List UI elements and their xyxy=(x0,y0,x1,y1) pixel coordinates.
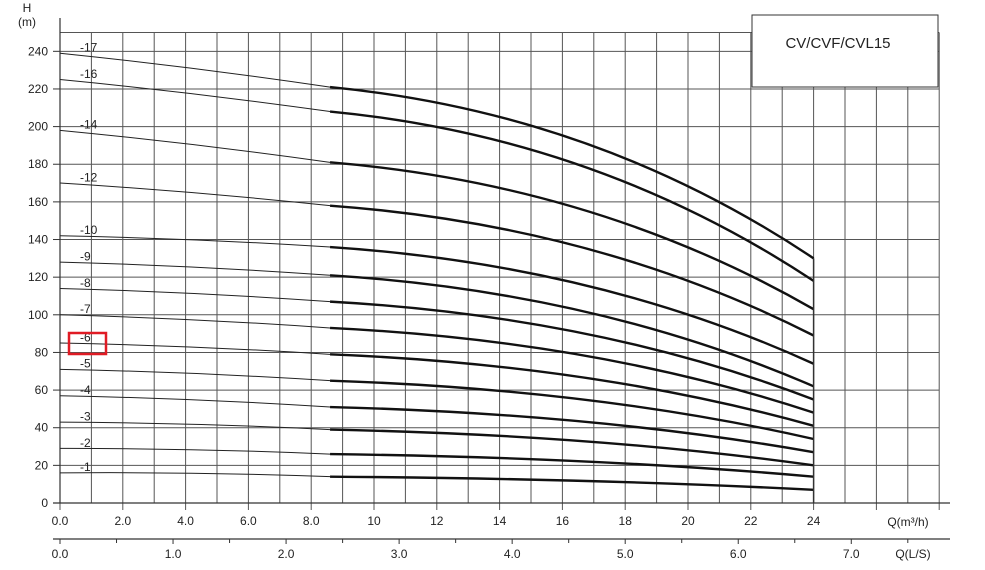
curve-label: -9 xyxy=(80,249,91,263)
y-tick-label: 20 xyxy=(35,458,49,472)
curve-label: -5 xyxy=(80,357,91,371)
y-tick-label: 220 xyxy=(28,82,48,96)
curve-thin--4 xyxy=(59,395,331,408)
x-tick-label: 12 xyxy=(430,514,444,528)
curve-thin--1 xyxy=(59,472,331,478)
curve-bold--1 xyxy=(330,475,814,492)
x2-tick-label: 7.0 xyxy=(843,547,860,561)
x-tick-label: 4.0 xyxy=(177,514,194,528)
x2-tick-label: 3.0 xyxy=(391,547,408,561)
curve-label: -14 xyxy=(80,118,98,132)
x-tick-label: 20 xyxy=(681,514,695,528)
y-tick-label: 100 xyxy=(28,308,48,322)
x-tick-label: 10 xyxy=(367,514,381,528)
title-box xyxy=(751,14,939,88)
curve-label: -17 xyxy=(80,41,98,55)
x2-tick-label: 2.0 xyxy=(278,547,295,561)
curve-bold--2 xyxy=(330,452,814,478)
x2-tick-label: 6.0 xyxy=(730,547,747,561)
x-tick-label: 22 xyxy=(744,514,758,528)
x-axis-title: Q(m³/h) xyxy=(887,515,928,529)
curve-bold--6 xyxy=(329,353,814,427)
curve-bold--12 xyxy=(329,204,815,337)
x-tick-label: 18 xyxy=(619,514,633,528)
x-tick-label: 16 xyxy=(556,514,570,528)
curve-thin--12 xyxy=(59,182,331,207)
curve-thin--3 xyxy=(59,421,331,431)
x-tick-label: 6.0 xyxy=(240,514,257,528)
curve-label: -12 xyxy=(80,170,98,184)
y-tick-label: 120 xyxy=(28,270,48,284)
x2-tick-label: 0.0 xyxy=(52,547,69,561)
curve-label: -2 xyxy=(80,436,91,450)
y-tick-label: 160 xyxy=(28,195,48,209)
curve-label: -7 xyxy=(80,302,91,316)
curve-thin--2 xyxy=(59,447,331,455)
chart-title: CV/CVF/CVL15 xyxy=(785,35,890,52)
x-tick-label: 0.0 xyxy=(52,514,69,528)
curve-bold--14 xyxy=(329,161,815,311)
y-tick-label: 200 xyxy=(28,120,48,134)
x-tick-label: 8.0 xyxy=(303,514,320,528)
x-tick-label: 14 xyxy=(493,514,507,528)
curve-bold--17 xyxy=(329,85,815,260)
curve-thin--8 xyxy=(59,287,331,303)
curve-bold--10 xyxy=(329,245,815,365)
curve-label: -6 xyxy=(80,330,91,344)
curve-thin--7 xyxy=(59,314,331,329)
x-tick-label: 2.0 xyxy=(114,514,131,528)
y-tick-label: 80 xyxy=(35,345,49,359)
curve-thin--9 xyxy=(59,261,331,276)
y-tick-label: 60 xyxy=(35,383,49,397)
x2-tick-label: 1.0 xyxy=(165,547,182,561)
y-tick-label: 40 xyxy=(35,421,49,435)
curve-label: -3 xyxy=(80,409,91,423)
curve-bold--7 xyxy=(329,326,814,414)
curve-thin--5 xyxy=(59,368,331,382)
curve-bold--3 xyxy=(330,428,814,467)
curve-label: -4 xyxy=(80,383,91,397)
curve-label: -16 xyxy=(80,67,98,81)
x-tick-label: 24 xyxy=(807,514,821,528)
axes: 0 20 40 60 80 100 120 140 160 180 200 220 240 0.0 2.0 4… xyxy=(28,18,950,561)
curve-thin--14 xyxy=(59,129,331,163)
curve-labels: -1 -2 -3 -4 -5 -6 -7 -8 -9 -10 -12 -14 -16 -17 xyxy=(80,41,98,475)
curve-bold--8 xyxy=(329,300,815,401)
curve-thin--16 xyxy=(59,79,331,113)
performance-curves xyxy=(59,52,815,503)
curve-bold--16 xyxy=(329,110,815,282)
curve-label: -10 xyxy=(80,223,98,237)
y-tick-label: 140 xyxy=(28,233,48,247)
curve-label: -8 xyxy=(80,276,91,290)
y-tick-label: 180 xyxy=(28,157,48,171)
curve-bold--9 xyxy=(329,274,815,388)
curve-bold--5 xyxy=(330,379,814,441)
x2-tick-label: 4.0 xyxy=(504,547,521,561)
highlight-box xyxy=(67,331,108,356)
curve-thin--6 xyxy=(59,342,331,355)
y-axis-unit: (m) xyxy=(18,15,36,29)
x2-tick-label: 5.0 xyxy=(617,547,634,561)
curve-label: -1 xyxy=(80,460,91,474)
curve-bold--4 xyxy=(330,405,814,454)
y-tick-label: 0 xyxy=(41,496,48,510)
y-axis-title: H xyxy=(23,1,32,15)
x2-axis-title: Q(L/S) xyxy=(895,547,930,561)
y-tick-label: 240 xyxy=(28,44,48,58)
curve-thin--17 xyxy=(59,52,331,88)
curve-thin--10 xyxy=(59,235,331,248)
